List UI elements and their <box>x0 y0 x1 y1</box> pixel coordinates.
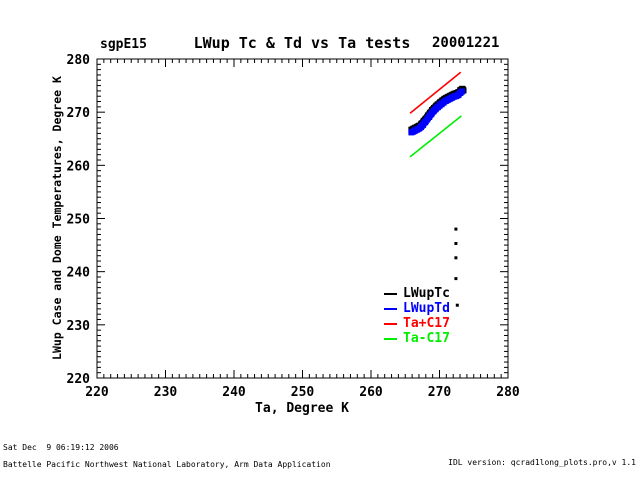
footer-timestamp: Sat Dec 9 06:19:12 2006 <box>3 443 119 452</box>
x-tick-label: 240 <box>222 385 246 400</box>
legend-label-lwuptd: LWupTd <box>403 301 450 316</box>
legend-marker-ta-plus-c17 <box>384 322 397 325</box>
legend-label-ta-minus-c17: Ta-C17 <box>403 331 450 346</box>
line-Ta-C17 <box>409 115 462 158</box>
y-tick-label: 270 <box>67 106 91 121</box>
y-axis-title: LWup Case and Dome Temperatures, Degree … <box>50 76 64 360</box>
y-tick-label: 220 <box>67 372 91 387</box>
series-Ta-C17 <box>409 115 462 158</box>
x-tick-label: 270 <box>428 385 452 400</box>
legend-item-ta-plus-c17: Ta+C17 <box>384 316 450 331</box>
line-Ta+C17 <box>409 71 462 114</box>
x-tick-label: 250 <box>291 385 315 400</box>
footer-idl-version: IDL version: qcrad1long_plots.pro,v 1.1 <box>448 458 636 467</box>
series-LWupTd <box>408 88 466 136</box>
plot-title: LWup Tc & Td vs Ta tests <box>193 34 411 52</box>
plot-date-label: 20001221 <box>432 35 500 51</box>
data-point-LWupTc <box>454 242 458 245</box>
footer-version-block: IDL version: qcrad1long_plots.pro,v 1.1 … <box>386 442 636 480</box>
y-tick-label: 280 <box>67 53 91 68</box>
legend: LWupTc LWupTd Ta+C17 Ta-C17 <box>384 286 450 346</box>
legend-marker-lwuptc <box>384 292 397 295</box>
x-axis-title: Ta, Degree K <box>255 401 349 416</box>
data-point-LWupTc <box>454 227 458 231</box>
series-Ta+C17 <box>409 71 462 114</box>
legend-marker-ta-minus-c17 <box>384 337 397 340</box>
data-point-LWupTd <box>459 88 466 95</box>
data-point-LWupTc <box>454 256 458 260</box>
footer-organization: Battelle Pacific Northwest National Labo… <box>3 460 331 469</box>
legend-item-lwuptd: LWupTd <box>384 301 450 316</box>
y-tick-label: 250 <box>67 213 91 228</box>
x-tick-label: 230 <box>154 385 178 400</box>
legend-item-lwuptc: LWupTc <box>384 286 450 301</box>
x-tick-label: 220 <box>85 385 109 400</box>
data-point-LWupTc <box>455 303 459 307</box>
legend-marker-lwuptd <box>384 307 397 310</box>
legend-label-ta-plus-c17: Ta+C17 <box>403 316 450 331</box>
y-tick-label: 230 <box>67 319 91 334</box>
y-tick-label: 240 <box>67 266 91 281</box>
x-tick-label: 280 <box>496 385 520 400</box>
y-tick-label: 260 <box>67 159 91 174</box>
data-point-LWupTc <box>454 277 458 281</box>
legend-label-lwuptc: LWupTc <box>403 286 450 301</box>
site-label: sgpE15 <box>100 37 147 52</box>
x-tick-label: 260 <box>359 385 383 400</box>
legend-item-ta-minus-c17: Ta-C17 <box>384 331 450 346</box>
